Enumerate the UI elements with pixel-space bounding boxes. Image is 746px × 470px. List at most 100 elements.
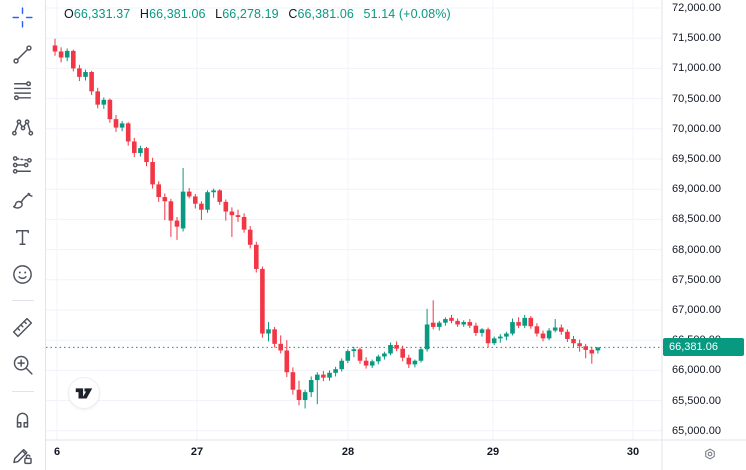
candlestick [516,317,521,329]
chart-pane[interactable] [46,0,746,470]
grid [46,0,662,440]
candlestick [491,336,497,346]
trend-line-icon [13,44,32,64]
candlestick [412,359,418,368]
tool-emoji-button[interactable] [7,259,39,290]
text-icon [16,229,29,245]
candlestick [308,376,314,397]
tool-brush-button[interactable] [7,185,39,216]
candlestick [174,216,180,240]
time-axis-label: 30 [626,446,640,458]
candlestick [424,308,430,352]
candlestick [205,190,210,213]
low-value: 66,278.19 [222,7,279,21]
candlestick [437,320,442,331]
candlestick [479,328,485,337]
candlestick [357,347,363,364]
candlestick [199,201,204,221]
candlestick [284,340,290,378]
candlestick [455,318,460,327]
candlestick [552,319,558,333]
candlestick [315,372,320,405]
candlestick [583,343,588,359]
toolbar-separator [11,390,34,392]
candlestick [565,329,570,343]
candlestick [223,199,229,221]
chart-area: O66,331.37 H66,381.06 L66,278.19 C66,381… [46,0,746,470]
candlestick [443,317,448,326]
candlestick [132,137,137,158]
candlestick [290,367,296,395]
candlestick [498,334,503,343]
brush-icon [12,192,33,209]
candlestick [144,146,149,167]
price-axis-label: 71,000.00 [672,62,721,75]
tool-measure-button[interactable] [7,312,39,343]
price-axis-label: 67,500.00 [672,273,721,286]
close-value: 66,381.06 [297,7,354,21]
toolbar-separator [11,300,34,302]
candlestick [363,357,369,369]
ohlc-legend: O66,331.37 H66,381.06 L66,278.19 C66,381… [64,7,451,21]
candlestick [186,187,192,199]
candlestick [77,64,82,82]
candlestick [168,198,174,237]
candlestick [589,346,595,364]
crosshair-icon [12,7,33,28]
price-axis-label: 70,500.00 [672,92,721,105]
current-price-badge: 66,381.06 [663,338,744,357]
drawing-toolbar [0,0,46,470]
change-value: 51.14 (+0.08%) [363,7,451,21]
candlestick [339,358,344,372]
candlestick [546,328,552,341]
price-axis-label: 69,500.00 [672,153,721,165]
xabcd-pattern-icon [11,119,34,136]
high-value: 66,381.06 [149,7,206,21]
tool-zoom-in-button[interactable] [7,349,39,380]
candlestick [247,226,253,249]
zoom-in-icon [13,355,33,375]
candlestick [266,322,271,342]
tool-crosshair-button[interactable] [7,2,39,33]
candlestick [156,181,161,202]
price-axis-label: 71,500.00 [672,32,721,45]
candlestick [241,213,247,233]
time-axis-label: 6 [53,446,61,458]
axis-settings-button[interactable] [700,444,720,464]
tool-forecast-button[interactable] [7,149,39,180]
price-axis[interactable]: 72,000.00 71,500.00 71,000.00 70,500.00 70,0… [663,0,746,440]
candlestick [83,69,88,81]
price-axis-label: 65,500.00 [672,394,721,407]
candlestick [180,168,186,232]
candlestick [504,331,509,341]
price-axis-label: 66,000.00 [672,364,721,377]
tool-lock-drawings-button[interactable] [7,439,39,470]
tool-fib-retracement-button[interactable] [7,75,39,106]
magnet-icon [16,412,29,428]
emoji-icon [13,264,32,284]
time-axis[interactable]: 6 27 28 29 30 [46,441,746,470]
candlestick [138,145,143,157]
candlestick [235,209,241,222]
candlestick [382,351,387,360]
tool-magnet-button[interactable] [7,403,39,434]
tool-trend-line-button[interactable] [7,39,39,70]
price-axis-label: 65,000.00 [672,424,721,437]
price-axis-label: 69,000.00 [672,183,721,196]
lock-drawings-icon [13,449,32,465]
close-label: C [288,7,298,21]
candlestick [217,189,222,205]
tool-xabcd-pattern-button[interactable] [7,112,39,143]
candlestick [101,97,107,109]
candlestick [559,324,564,335]
candlestick [260,266,265,338]
candlestick [119,120,125,132]
candlestick [400,345,405,362]
tool-text-button[interactable] [7,222,39,253]
candlestick [540,330,546,342]
tradingview-logo[interactable] [68,377,100,409]
candlestick [522,314,527,329]
time-axis-label: 29 [486,446,500,458]
candlestick [162,193,168,221]
